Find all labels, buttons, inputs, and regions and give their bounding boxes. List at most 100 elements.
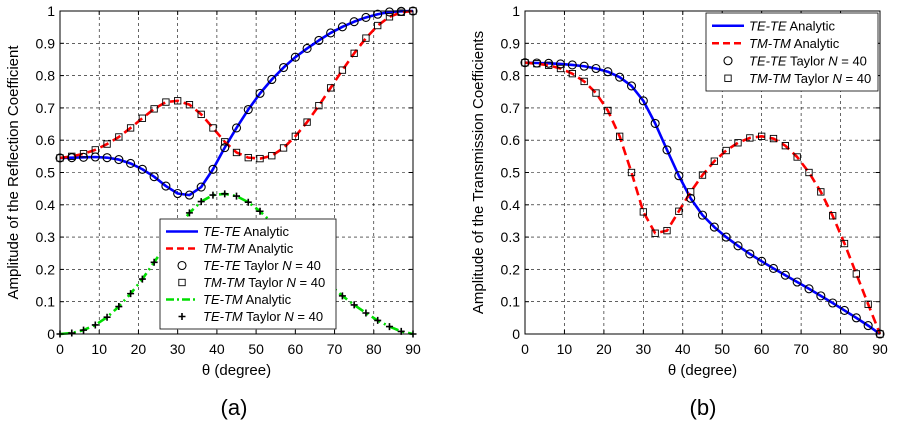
legend-label: TE-TE Taylor N = 40 xyxy=(749,53,867,68)
x-tick-label: 70 xyxy=(793,341,809,357)
data-point xyxy=(863,321,873,331)
x-tick-label: 10 xyxy=(91,341,107,357)
y-axis-label: Amplitude of the Transmission Coefficien… xyxy=(470,31,487,314)
series-line-te-te-analytic xyxy=(59,9,414,197)
data-point xyxy=(197,110,205,119)
x-tick-label: 50 xyxy=(248,341,264,357)
y-axis-label: Amplitude of the Reflection Coefficient xyxy=(5,45,22,300)
data-point xyxy=(792,277,802,287)
data-point xyxy=(91,321,99,329)
data-point xyxy=(185,209,193,217)
legend: TE-TE Analytic TM-TM Analytic TE-TE Taylor… xyxy=(159,218,337,330)
legend-swatch-marker xyxy=(724,74,732,82)
legend-swatch-marker xyxy=(177,260,187,271)
data-point xyxy=(126,158,136,169)
x-tick-label: 20 xyxy=(596,341,612,357)
data-point xyxy=(603,67,613,77)
y-tick-label: 0 xyxy=(47,326,55,342)
series-markers-tm-tm-taylor-n-40 xyxy=(521,59,884,338)
data-point xyxy=(362,34,370,42)
data-point xyxy=(326,28,336,38)
data-point xyxy=(385,13,394,21)
data-point xyxy=(161,181,171,191)
y-tick-label: 0.4 xyxy=(36,197,56,213)
data-point xyxy=(221,190,229,198)
data-point xyxy=(256,207,264,215)
y-tick-label: 0.1 xyxy=(501,294,521,310)
data-point xyxy=(662,145,672,155)
data-point xyxy=(91,146,99,154)
data-point xyxy=(839,305,850,315)
legend-label: TM-TM Taylor N = 40 xyxy=(203,275,325,290)
series-line-tm-tm-analytic xyxy=(524,61,882,335)
legend: TE-TE Analytic TM-TM Analytic TE-TE Taylor… xyxy=(705,12,879,92)
data-point xyxy=(68,152,76,160)
figure-caption: (a) xyxy=(221,395,248,420)
y-tick-label: 0.2 xyxy=(501,261,521,277)
data-point xyxy=(315,101,323,110)
data-point xyxy=(556,64,565,73)
data-point xyxy=(80,326,88,334)
data-point xyxy=(138,114,147,122)
data-point xyxy=(150,105,158,113)
x-tick-label: 90 xyxy=(872,341,888,357)
legend-item-te-tm-analytic: TE-TM Analytic xyxy=(166,292,292,307)
x-tick-label: 20 xyxy=(131,341,147,357)
data-point xyxy=(555,59,566,69)
data-point xyxy=(757,256,767,266)
data-point xyxy=(68,329,76,337)
data-point xyxy=(709,222,719,232)
data-point xyxy=(591,63,601,74)
data-point xyxy=(244,153,252,162)
data-point xyxy=(67,153,77,163)
data-point xyxy=(231,123,242,133)
data-point xyxy=(397,8,405,16)
chart-b: 0 10 20 30 40 50 60 70 80 90 0 0.1 0.2 0.3 0.4 0.5 0.6 0.… xyxy=(470,3,888,420)
x-tick-label: 0 xyxy=(56,341,64,357)
data-point xyxy=(338,66,347,74)
data-point xyxy=(758,132,766,140)
data-point xyxy=(244,198,252,206)
series-line-tm-tm-analytic xyxy=(59,9,414,160)
series-markers-tm-tm-taylor-n-40 xyxy=(56,7,417,163)
data-point xyxy=(780,270,790,280)
x-tick-label: 30 xyxy=(636,341,652,357)
data-point xyxy=(745,249,755,259)
data-point xyxy=(374,316,382,324)
y-tick-label: 0.8 xyxy=(36,68,56,84)
data-point xyxy=(769,134,778,143)
data-point xyxy=(184,190,194,200)
y-tick-label: 0.5 xyxy=(501,165,521,181)
data-point xyxy=(567,60,577,70)
data-point xyxy=(197,198,205,206)
y-tick-label: 0.3 xyxy=(36,229,56,245)
data-point xyxy=(196,182,206,192)
data-point xyxy=(852,270,860,278)
data-point xyxy=(828,298,838,308)
data-point xyxy=(626,81,637,91)
data-point xyxy=(338,292,346,300)
legend-label: TM-TM Taylor N = 40 xyxy=(749,71,871,86)
x-tick-label: 40 xyxy=(209,341,225,357)
x-tick-label: 80 xyxy=(366,341,382,357)
data-point xyxy=(303,118,311,126)
data-point xyxy=(127,290,135,298)
legend-item-te-te-analytic: TE-TE Analytic xyxy=(712,18,835,33)
y-tick-label: 1 xyxy=(47,3,55,19)
y-tick-label: 0.6 xyxy=(36,132,56,148)
data-point xyxy=(840,239,849,248)
data-point xyxy=(710,157,718,165)
legend-label: TM-TM Analytic xyxy=(749,36,840,51)
data-point xyxy=(290,52,300,62)
legend-item-tm-tm-taylor-n-40: TM-TM Taylor N = 40 xyxy=(178,275,325,290)
y-tick-label: 0.4 xyxy=(501,197,521,213)
data-point xyxy=(268,152,276,160)
legend-swatch-marker xyxy=(723,56,733,66)
legend-label: TE-TM Analytic xyxy=(203,292,292,307)
data-point xyxy=(256,154,264,163)
legend-label: TE-TM Taylor N = 40 xyxy=(203,309,323,324)
x-tick-label: 10 xyxy=(557,341,573,357)
data-point xyxy=(851,313,861,323)
legend-label: TE-TE Analytic xyxy=(749,18,835,33)
data-point xyxy=(137,164,147,174)
